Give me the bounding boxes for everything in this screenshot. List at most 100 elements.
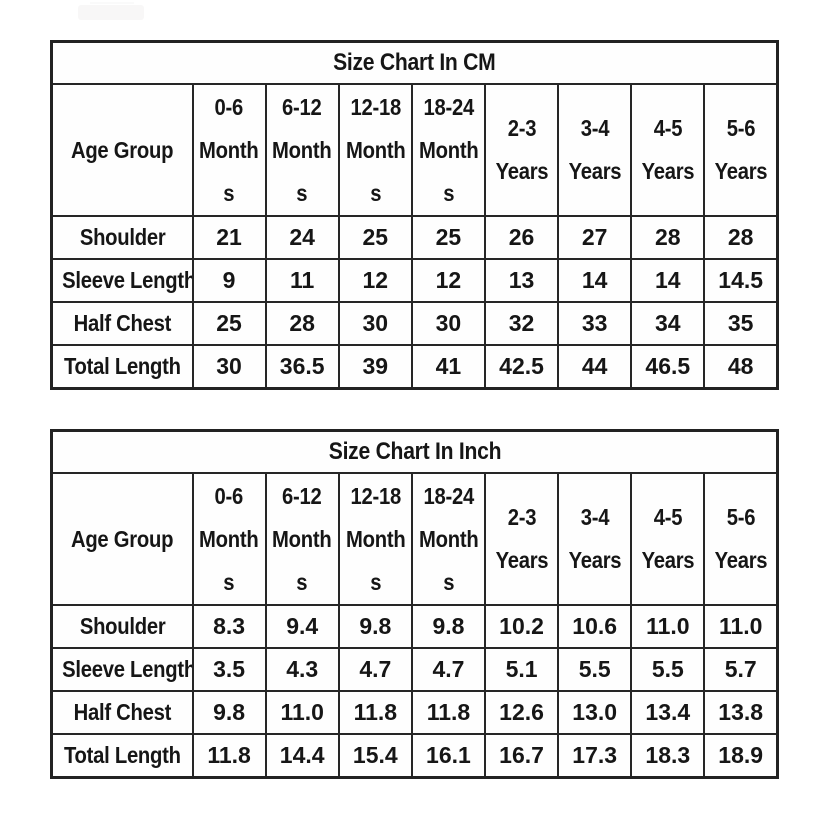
faint-watermark: [78, 2, 144, 20]
size-cell: 9.8: [191, 690, 267, 735]
column-header: 3-4 Years: [557, 472, 633, 606]
size-cell: 12: [337, 258, 413, 303]
column-header: 5-6 Years: [703, 83, 779, 217]
size-cell: 28: [703, 215, 779, 260]
size-cell: 46.5: [630, 344, 706, 390]
size-cell: 11.0: [703, 604, 779, 649]
size-cell: 33: [557, 301, 633, 346]
size-cell: 35: [703, 301, 779, 346]
column-header: 4-5 Years: [630, 472, 706, 606]
row-label-text: Sleeve Length: [62, 267, 193, 293]
row-label-text: Half Chest: [73, 310, 172, 336]
table-row: Total Length 30 36.5 39 41 42.5 44 46.5 …: [50, 344, 779, 390]
column-header-text: 2-3 Years: [495, 115, 548, 184]
size-cell: 13: [483, 258, 560, 303]
size-chart-inch-grid: Size Chart In Inch Age Group 0-6 Month s…: [50, 429, 779, 779]
table-row: Sleeve Length 3.5 4.3 4.7 4.7 5.1 5.5 5.…: [50, 647, 779, 692]
size-chart-inch-table: Size Chart In Inch Age Group 0-6 Month s…: [50, 429, 779, 779]
age-group-header: Age Group: [50, 472, 194, 606]
column-header: 4-5 Years: [630, 83, 706, 217]
size-cell: 14.5: [703, 258, 779, 303]
size-cell: 11.8: [410, 690, 487, 735]
size-cell: 4.7: [410, 647, 487, 692]
column-header: 2-3 Years: [483, 83, 560, 217]
size-cell: 9.8: [337, 604, 413, 649]
size-cell: 36.5: [264, 344, 340, 390]
column-header: 5-6 Years: [703, 472, 779, 606]
size-cell: 14: [557, 258, 633, 303]
row-label: Shoulder: [50, 604, 194, 649]
size-cell: 5.5: [630, 647, 706, 692]
table-row: Total Length 11.8 14.4 15.4 16.1 16.7 17…: [50, 733, 779, 779]
column-header: 6-12 Month s: [264, 472, 340, 606]
size-cell: 21: [191, 215, 267, 260]
table-row: Half Chest 9.8 11.0 11.8 11.8 12.6 13.0 …: [50, 690, 779, 735]
column-header: 12-18 Month s: [337, 83, 413, 217]
size-cell: 11.8: [337, 690, 413, 735]
size-cell: 9.4: [264, 604, 340, 649]
table-title: Size Chart In CM: [50, 40, 779, 85]
age-group-header: Age Group: [50, 83, 194, 217]
row-label-text: Half Chest: [73, 699, 172, 725]
row-label-text: Total Length: [63, 353, 181, 379]
header-row: Age Group 0-6 Month s 6-12 Month s 12-18…: [50, 472, 779, 606]
size-cell: 13.4: [630, 690, 706, 735]
row-label: Total Length: [50, 344, 194, 390]
column-header-text: 0-6 Month s: [199, 482, 259, 595]
column-header: 0-6 Month s: [191, 472, 267, 606]
size-cell: 9.8: [410, 604, 487, 649]
age-group-label: Age Group: [71, 525, 174, 552]
table-row: Shoulder 8.3 9.4 9.8 9.8 10.2 10.6 11.0 …: [50, 604, 779, 649]
size-cell: 27: [557, 215, 633, 260]
size-cell: 25: [191, 301, 267, 346]
size-cell: 34: [630, 301, 706, 346]
column-header: 18-24 Month s: [410, 472, 487, 606]
column-header-text: 12-18 Month s: [345, 482, 406, 595]
size-cell: 11.0: [630, 604, 706, 649]
size-cell: 12: [410, 258, 487, 303]
size-cell: 30: [191, 344, 267, 390]
size-cell: 30: [410, 301, 487, 346]
column-header-text: 18-24 Month s: [418, 93, 479, 206]
table-row: Sleeve Length 9 11 12 12 13 14 14 14.5: [50, 258, 779, 303]
column-header: 0-6 Month s: [191, 83, 267, 217]
size-cell: 14.4: [264, 733, 340, 779]
column-header-text: 3-4 Years: [568, 115, 622, 184]
title-row: Size Chart In CM: [50, 40, 779, 85]
column-header-text: 4-5 Years: [641, 115, 695, 184]
row-label: Total Length: [50, 733, 194, 779]
column-header-text: 0-6 Month s: [199, 93, 259, 206]
row-label: Shoulder: [50, 215, 194, 260]
size-cell: 4.3: [264, 647, 340, 692]
size-cell: 24: [264, 215, 340, 260]
row-label: Sleeve Length: [50, 258, 194, 303]
row-label-text: Total Length: [63, 742, 181, 768]
size-cell: 28: [264, 301, 340, 346]
size-cell: 5.7: [703, 647, 779, 692]
row-label: Half Chest: [50, 301, 194, 346]
column-header-text: 12-18 Month s: [345, 93, 406, 206]
table-title-text: Size Chart In Inch: [328, 438, 501, 465]
size-cell: 5.5: [557, 647, 633, 692]
size-cell: 16.1: [410, 733, 487, 779]
size-cell: 26: [483, 215, 560, 260]
size-cell: 9: [191, 258, 267, 303]
column-header-text: 5-6 Years: [714, 504, 768, 573]
size-cell: 39: [337, 344, 413, 390]
row-label-text: Sleeve Length: [62, 656, 193, 682]
size-cell: 5.1: [483, 647, 560, 692]
size-cell: 11.0: [264, 690, 340, 735]
size-cell: 11: [264, 258, 340, 303]
size-cell: 8.3: [191, 604, 267, 649]
size-cell: 32: [483, 301, 560, 346]
row-label: Half Chest: [50, 690, 194, 735]
column-header: 18-24 Month s: [410, 83, 487, 217]
size-cell: 17.3: [557, 733, 633, 779]
row-label-text: Shoulder: [79, 613, 166, 639]
table-row: Shoulder 21 24 25 25 26 27 28 28: [50, 215, 779, 260]
size-cell: 28: [630, 215, 706, 260]
table-title-text: Size Chart In CM: [333, 49, 496, 76]
table-row: Half Chest 25 28 30 30 32 33 34 35: [50, 301, 779, 346]
column-header-text: 18-24 Month s: [418, 482, 479, 595]
